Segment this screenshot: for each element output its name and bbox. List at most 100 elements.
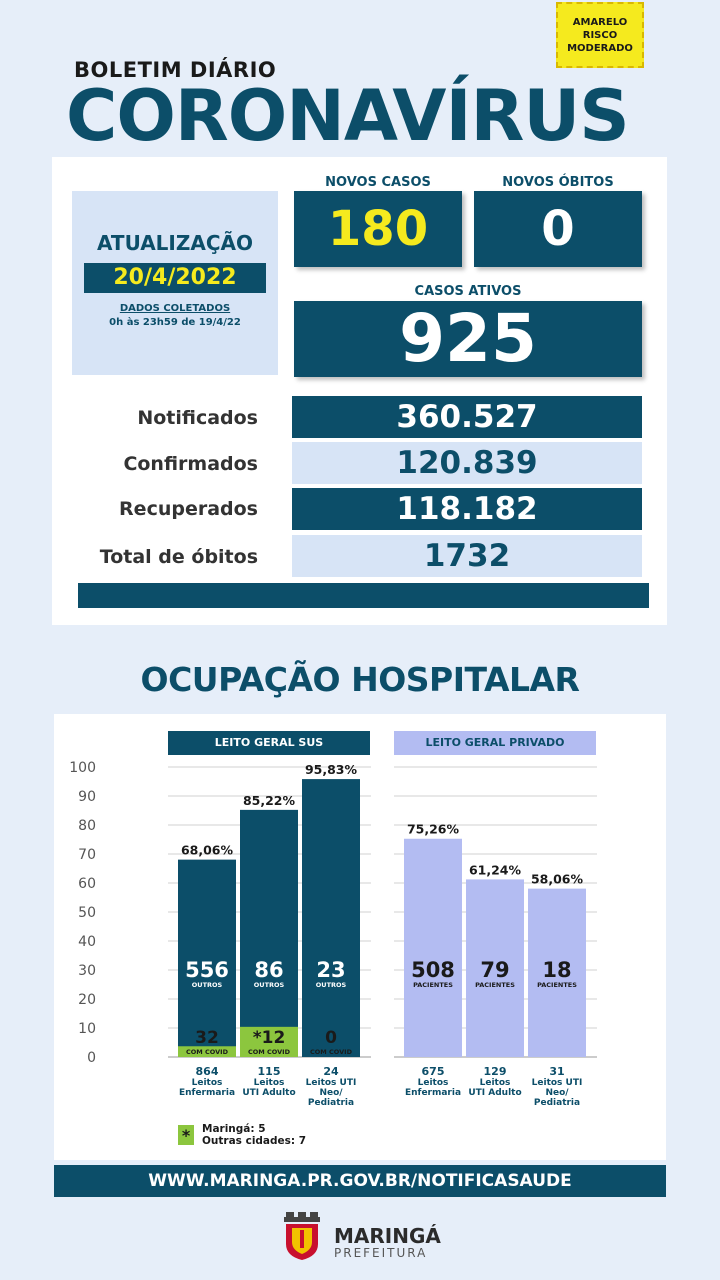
bar-count-caption: PACIENTES <box>413 981 453 989</box>
bar-count-caption: OUTROS <box>316 981 347 989</box>
bar-beds-label: UTI Adulto <box>468 1088 521 1098</box>
covid-caption: COM COVID <box>186 1048 229 1056</box>
stat-label-notified: Notificados <box>137 407 258 429</box>
risk-line-1: AMARELO <box>572 16 628 28</box>
bar-sus-covid-segment <box>240 1026 298 1057</box>
stat-value-notified: 360.527 <box>292 396 642 438</box>
stat-value-recovered: 118.182 <box>292 488 642 530</box>
page-title: CORONAVÍRUS <box>66 75 630 157</box>
bar-percent-label: 61,24% <box>469 862 522 877</box>
update-card: ATUALIZAÇÃO 20/4/2022 DADOS COLETADOS 0h… <box>72 191 278 375</box>
bulletin-label: BOLETIM DIÁRIO <box>74 58 277 82</box>
bar-beds-label: Leitos UTI <box>306 1078 357 1088</box>
y-tick-label: 20 <box>78 992 96 1008</box>
bar-beds-label: Enfermaria <box>179 1088 235 1098</box>
y-tick-label: 40 <box>78 934 96 950</box>
bar-count-caption: OUTROS <box>192 981 223 989</box>
covid-count-label: *12 <box>253 1028 286 1048</box>
active-cases-label: CASOS ATIVOS <box>414 284 522 299</box>
sus-header: LEITO GERAL SUS <box>168 731 370 755</box>
covid-caption: COM COVID <box>248 1048 291 1056</box>
bar-beds-label: Neo/ <box>319 1088 343 1098</box>
bar-count-label: 556 <box>185 958 229 982</box>
stat-value-deaths: 1732 <box>292 535 642 577</box>
bar-percent-label: 75,26% <box>407 822 460 837</box>
y-tick-label: 30 <box>78 963 96 979</box>
bar-count-label: 86 <box>254 958 283 982</box>
covid-caption: COM COVID <box>310 1048 353 1056</box>
bar-beds-label: Leitos <box>480 1078 511 1088</box>
y-tick-label: 70 <box>78 847 96 863</box>
active-cases-value: 925 <box>294 301 642 377</box>
bar-private-total <box>528 888 586 1057</box>
bar-beds-label: Pediatria <box>534 1098 580 1108</box>
bar-beds-label: Pediatria <box>308 1098 354 1108</box>
bar-percent-label: 95,83% <box>305 762 358 777</box>
covid-count-label: 32 <box>195 1028 219 1048</box>
new-cases-value: 180 <box>294 191 462 267</box>
risk-line-2: RISCO <box>582 29 618 41</box>
y-tick-label: 0 <box>87 1050 96 1066</box>
bar-beds-count: 31 <box>549 1065 564 1078</box>
collected-period: 0h às 23h59 de 19/4/22 <box>109 317 241 328</box>
risk-badge: AMARELO RISCO MODERADO <box>556 2 644 68</box>
logo-name: MARINGÁ <box>334 1224 441 1248</box>
y-tick-label: 50 <box>78 905 96 921</box>
collected-label: DADOS COLETADOS <box>119 303 231 314</box>
bar-beds-count: 115 <box>258 1065 281 1078</box>
bar-beds-count: 129 <box>484 1065 507 1078</box>
bar-beds-label: Leitos <box>192 1078 223 1088</box>
private-header: LEITO GERAL PRIVADO <box>394 731 596 755</box>
logo-subtitle: PREFEITURA <box>334 1246 428 1260</box>
legend-asterisk: * <box>182 1126 191 1145</box>
bar-private-total <box>466 879 524 1057</box>
update-label: ATUALIZAÇÃO <box>97 231 253 255</box>
y-tick-label: 90 <box>78 789 96 805</box>
bar-beds-count: 24 <box>323 1065 339 1078</box>
covid-count-label: 0 <box>325 1028 337 1048</box>
legend-maringa: Maringá: 5 <box>202 1123 266 1135</box>
bar-beds-label: UTI Adulto <box>242 1088 295 1098</box>
bar-count-label: 23 <box>316 958 345 982</box>
stat-label-recovered: Recuperados <box>119 498 258 520</box>
bar-private-total <box>404 838 462 1057</box>
bar-beds-count: 864 <box>196 1065 219 1078</box>
bar-beds-count: 675 <box>422 1065 445 1078</box>
bar-count-caption: OUTROS <box>254 981 285 989</box>
y-tick-label: 60 <box>78 876 96 892</box>
bar-sus-total <box>302 779 360 1057</box>
bar-beds-label: Leitos UTI <box>532 1078 583 1088</box>
new-deaths-value: 0 <box>474 191 642 267</box>
bar-percent-label: 85,22% <box>243 793 296 808</box>
risk-line-3: MODERADO <box>567 42 633 54</box>
new-cases-label: NOVOS CASOS <box>325 175 431 190</box>
y-tick-label: 10 <box>78 1021 96 1037</box>
y-tick-label: 100 <box>69 760 96 776</box>
bar-count-caption: PACIENTES <box>537 981 577 989</box>
bar-beds-label: Neo/ <box>545 1088 569 1098</box>
hospital-title: OCUPAÇÃO HOSPITALAR <box>140 660 580 699</box>
stat-label-confirmed: Confirmados <box>123 453 258 475</box>
bar-percent-label: 58,06% <box>531 872 584 887</box>
bar-beds-label: Leitos <box>254 1078 285 1088</box>
bar-sus-covid-segment <box>178 1046 236 1057</box>
divider-bar <box>78 583 649 608</box>
maringa-crest-icon <box>284 1212 320 1260</box>
bar-count-label: 508 <box>411 958 455 982</box>
bar-count-label: 79 <box>480 958 509 982</box>
bar-count-label: 18 <box>542 958 571 982</box>
stat-label-deaths: Total de óbitos <box>99 546 258 568</box>
bar-sus-total <box>240 809 298 1057</box>
legend-other-cities: Outras cidades: 7 <box>202 1135 306 1147</box>
bar-percent-label: 68,06% <box>181 843 234 858</box>
legend-covid-swatch <box>178 1125 194 1145</box>
bar-count-caption: PACIENTES <box>475 981 515 989</box>
new-deaths-label: NOVOS ÓBITOS <box>502 175 614 190</box>
footer-url[interactable]: WWW.MARINGA.PR.GOV.BR/NOTIFICASAUDE <box>54 1165 666 1197</box>
stat-value-confirmed: 120.839 <box>292 442 642 484</box>
bar-sus-total <box>178 859 236 1057</box>
bar-beds-label: Leitos <box>418 1078 449 1088</box>
bar-beds-label: Enfermaria <box>405 1088 461 1098</box>
y-tick-label: 80 <box>78 818 96 834</box>
